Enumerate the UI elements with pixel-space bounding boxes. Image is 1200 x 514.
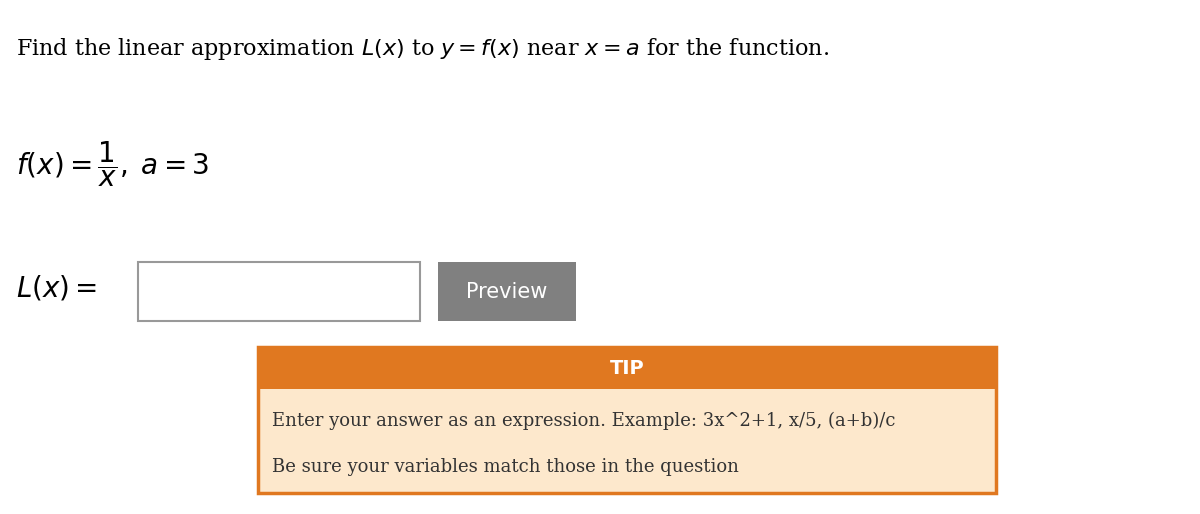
Text: $f(x) = \dfrac{1}{x}$$, \; a = 3$: $f(x) = \dfrac{1}{x}$$, \; a = 3$: [16, 140, 209, 189]
Text: $L(x) =$: $L(x) =$: [16, 273, 97, 302]
Text: Preview: Preview: [467, 282, 547, 302]
Text: Be sure your variables match those in the question: Be sure your variables match those in th…: [272, 458, 739, 476]
FancyBboxPatch shape: [258, 347, 996, 389]
FancyBboxPatch shape: [258, 347, 996, 493]
FancyBboxPatch shape: [138, 262, 420, 321]
Text: Find the linear approximation $L(x)$ to $y = f(x)$ near $x = a$ for the function: Find the linear approximation $L(x)$ to …: [16, 36, 829, 62]
Text: TIP: TIP: [610, 359, 644, 377]
FancyBboxPatch shape: [438, 262, 576, 321]
Text: Enter your answer as an expression. Example: 3x^2+1, x/5, (a+b)/c: Enter your answer as an expression. Exam…: [272, 412, 896, 431]
